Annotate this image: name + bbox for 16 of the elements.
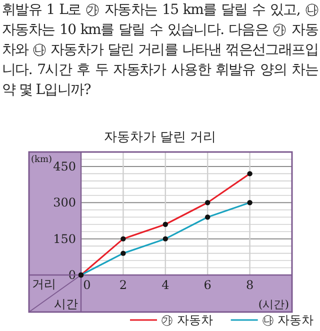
text: (시간): [258, 298, 289, 311]
x-axis-title: 시간: [54, 297, 78, 311]
x-tick-label: 0: [83, 278, 91, 292]
y-tick-label: 450: [53, 159, 76, 174]
chart-title: 자동차가 달린 거리: [104, 130, 216, 145]
legend-label: ㉯ 자동차: [262, 313, 314, 327]
text: (km): [31, 155, 52, 165]
x-tick-label: 6: [204, 278, 212, 292]
x-tick-label: 2: [119, 278, 128, 292]
x-tick-label: 4: [162, 278, 170, 292]
y-axis-title: 거리: [32, 277, 56, 291]
legend-label: ㉮ 자동차: [161, 313, 213, 327]
text: 휘발유 1 L로 ㉮ 자동차는 15 km를 달릴 수 있고, ㉯ 자동차는 10 km를 달릴 수 있습니다. 다음은 ㉮ 자동차와 ㉯ 자동차가 달린 거리를 나타낸 꺾은선그래프입니다. 7시간 후 두 자동차가 사용한 휘발유 양의 차는 약 몇 L입니까?: [2, 1, 318, 100]
x-tick-label: 8: [246, 278, 254, 292]
y-tick-label: 300: [53, 196, 76, 210]
y-tick-label: 150: [53, 232, 76, 246]
